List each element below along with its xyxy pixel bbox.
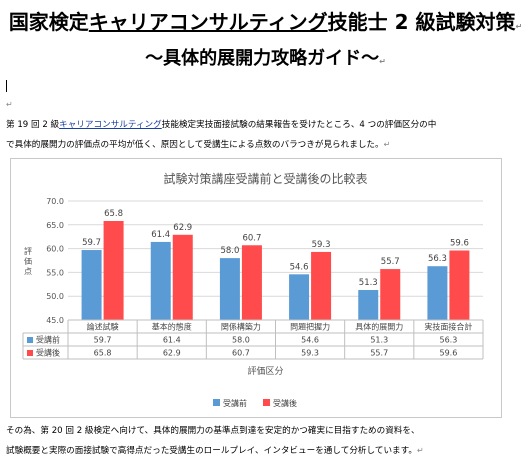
table-series-name: 受講前	[36, 335, 60, 345]
y-axis-label: 評価点	[24, 246, 32, 276]
bar-data-label: 56.3	[428, 254, 447, 264]
paragraph-mark-icon: ↵	[379, 57, 386, 66]
bar-after	[103, 220, 124, 320]
paragraph-mark-icon: ↵	[6, 100, 13, 109]
title-prefix: 国家検定	[8, 10, 89, 34]
bar-before	[289, 274, 310, 320]
y-tick-label: 70.0	[46, 197, 64, 206]
legend-label: 受講後	[273, 398, 297, 408]
bar-data-label: 51.3	[359, 278, 378, 288]
table-cell: 51.3	[370, 336, 388, 345]
y-tick-label: 50.0	[46, 292, 64, 301]
table-cell: 54.6	[301, 336, 319, 345]
outro-paragraph: その為、第 20 回 2 級検定へ向けて、具体的展開力の基準点到達を安定的かつ確…	[6, 422, 526, 461]
table-legend-key	[27, 350, 33, 356]
intro-paragraph: 第 19 回 2 級キャリアコンサルティング技能検定実技面接試験の結果報告を受け…	[6, 116, 526, 155]
y-tick-label: 60.0	[46, 245, 64, 254]
bar-data-label: 62.9	[173, 223, 192, 233]
chart-container[interactable]: 試験対策講座受講前と受講後の比較表 45.0 50.0 55.0 60.0 65.0 70.…	[10, 158, 502, 418]
title-suffix: 技能士 2 級試験対策	[327, 10, 516, 34]
bar-data-label: 59.7	[82, 238, 101, 248]
intro-line-1: 第 19 回 2 級キャリアコンサルティング技能検定実技面接試験の結果報告を受け…	[6, 116, 526, 135]
category-label: 論述試験	[87, 322, 119, 332]
table-cell: 59.6	[440, 349, 458, 358]
bar-after	[172, 234, 193, 320]
bar-after	[380, 269, 401, 320]
table-cell: 56.3	[440, 336, 458, 345]
bar-data-label: 60.7	[242, 233, 261, 243]
table-cell: 61.4	[163, 336, 181, 345]
category-label: 基本的態度	[152, 322, 192, 332]
bar-after	[241, 245, 262, 320]
paragraph-mark-icon: ↵	[515, 22, 523, 31]
intro-text: 技能検定実技面接試験の結果報告を受けたところ、4 つの評価区分の中	[161, 120, 437, 130]
bar-data-label: 61.4	[151, 230, 170, 240]
document-subtitle: ～具体的展開力攻略ガイド～↵	[0, 44, 531, 70]
intro-text: で具体的展開力の評価点の平均が低く、原因として受講生による点数のバラつきが見られ…	[6, 140, 384, 150]
y-tick-label: 45.0	[46, 316, 64, 325]
legend-key	[263, 399, 270, 406]
category-label: 具体的展開力	[355, 322, 403, 332]
table-cell: 58.0	[232, 336, 250, 345]
bar-data-label: 55.7	[381, 257, 400, 267]
bar-data-label: 59.3	[312, 240, 331, 250]
category-label: 実技面接合計	[424, 322, 472, 332]
y-tick-label: 65.0	[46, 221, 64, 230]
y-tick-label: 55.0	[46, 268, 64, 277]
category-label: 関係構築力	[221, 322, 261, 332]
bar-data-label: 54.6	[290, 262, 309, 272]
document-title: 国家検定キャリアコンサルティング技能士 2 級試験対策↵	[0, 6, 531, 35]
bar-data-label: 59.6	[450, 239, 469, 249]
outro-text: 試験概要と実際の面接試験で高得点だった受講生のロールプレイ、インタビューを通して…	[6, 446, 417, 456]
table-cell: 60.7	[232, 349, 250, 358]
paragraph-mark-icon: ↵	[416, 446, 424, 455]
title-link[interactable]: キャリアコンサルティング	[88, 10, 328, 34]
bar-data-label: 58.0	[220, 246, 239, 256]
text-cursor	[6, 80, 7, 92]
bar-before	[81, 250, 102, 320]
table-cell: 59.3	[301, 349, 319, 358]
legend-key	[213, 399, 220, 406]
bar-before	[219, 258, 240, 320]
table-series-name: 受講後	[36, 348, 60, 358]
table-legend-key	[27, 337, 33, 343]
x-axis-label: 評価区分	[247, 365, 283, 377]
table-cell: 59.7	[94, 336, 112, 345]
paragraph-mark-icon: ↵	[383, 140, 391, 149]
legend-label: 受講前	[223, 398, 247, 408]
chart-title: 試験対策講座受講前と受講後の比較表	[163, 171, 367, 186]
comparison-chart: 試験対策講座受講前と受講後の比較表 45.0 50.0 55.0 60.0 65.0 70.…	[22, 171, 484, 408]
table-cell: 62.9	[163, 349, 181, 358]
bar-before	[427, 266, 448, 320]
category-label: 問題把握力	[290, 322, 330, 332]
bar-after	[311, 251, 332, 320]
bar-data-label: 65.8	[104, 209, 123, 219]
intro-text: 第 19 回 2 級	[6, 120, 60, 130]
table-cell: 65.8	[94, 349, 112, 358]
table-cell: 55.7	[370, 349, 388, 358]
bar-after	[449, 250, 470, 320]
outro-line-2: 試験概要と実際の面接試験で高得点だった受講生のロールプレイ、インタビューを通して…	[6, 441, 526, 461]
bar-before	[358, 290, 379, 320]
outro-line-1: その為、第 20 回 2 級検定へ向けて、具体的展開力の基準点到達を安定的かつ確…	[6, 426, 420, 436]
intro-link[interactable]: キャリアコンサルティング	[59, 120, 162, 130]
subtitle-text: ～具体的展開力攻略ガイド～	[145, 48, 380, 69]
intro-line-2: で具体的展開力の評価点の平均が低く、原因として受講生による点数のバラつきが見られ…	[6, 135, 526, 155]
bar-before	[150, 241, 171, 320]
